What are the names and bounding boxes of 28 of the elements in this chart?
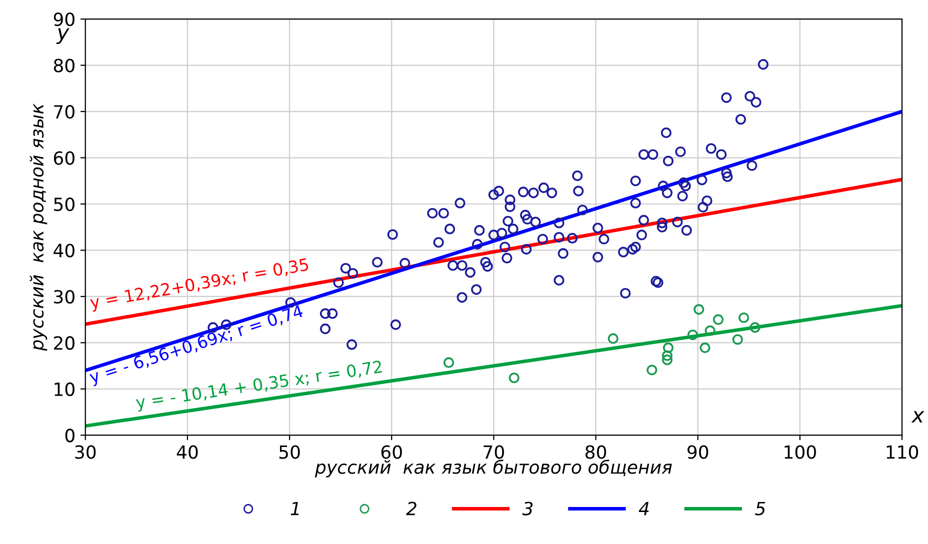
text: y bbox=[56, 28, 70, 44]
x-tick-label: 30 bbox=[75, 445, 96, 459]
x-tick-label: 60 bbox=[381, 445, 402, 459]
y-tick-label: 10 bbox=[54, 382, 74, 396]
y-tick-label: 60 bbox=[54, 151, 74, 165]
legend-label: 4 bbox=[638, 502, 649, 516]
y-tick-label: 0 bbox=[65, 428, 74, 442]
x-tick-label: 90 bbox=[688, 445, 708, 459]
y-axis-title: русский как родной язык bbox=[30, 104, 48, 351]
y-tick-label: 80 bbox=[54, 58, 74, 72]
y-tick-label: 90 bbox=[54, 12, 74, 26]
y-tick-label: 50 bbox=[54, 197, 74, 212]
x-tick-label: 110 bbox=[886, 445, 918, 459]
y-tick-label: 70 bbox=[54, 104, 74, 119]
x-axis-title: русский как язык бытового общения bbox=[314, 460, 672, 478]
y-tick-label: 30 bbox=[54, 290, 74, 304]
x-tick-label: 40 bbox=[176, 445, 198, 459]
legend-label: 3 bbox=[522, 502, 533, 516]
legend-label: 5 bbox=[755, 502, 766, 516]
legend-label: 2 bbox=[406, 502, 416, 516]
x-tick-label: 80 bbox=[586, 445, 606, 459]
y-tick-label: 40 bbox=[54, 244, 74, 258]
x-tick-label: 50 bbox=[279, 445, 300, 459]
y-tick-label: 20 bbox=[54, 336, 74, 350]
x-tick-label: 100 bbox=[784, 445, 816, 459]
x-tick-label: 70 bbox=[484, 445, 504, 459]
text: x bbox=[911, 411, 924, 423]
legend-label: 1 bbox=[290, 502, 299, 516]
